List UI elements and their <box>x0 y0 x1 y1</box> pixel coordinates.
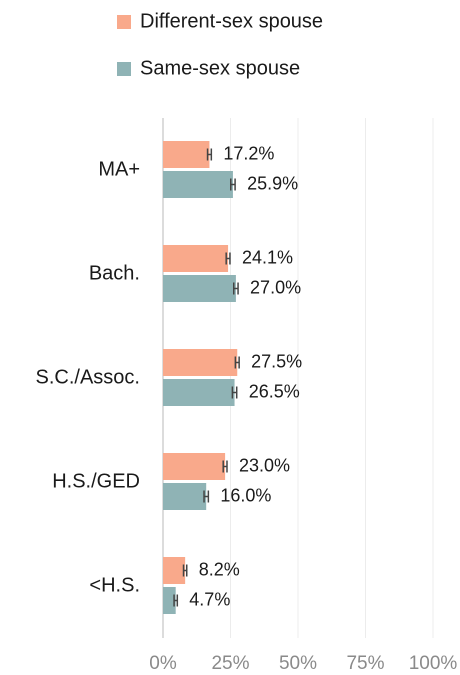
bar <box>163 349 238 376</box>
bar <box>163 275 236 302</box>
data-label: 27.5% <box>251 351 302 371</box>
y-tick-label: MA+ <box>98 158 140 180</box>
legend-swatch <box>117 62 131 76</box>
data-label: 25.9% <box>247 173 298 193</box>
data-label: 17.2% <box>223 143 274 163</box>
data-label: 23.0% <box>239 455 290 475</box>
legend-label: Different-sex spouse <box>140 10 323 32</box>
x-tick-label: 100% <box>409 653 458 674</box>
data-label: 27.0% <box>250 277 301 297</box>
y-tick-label: Bach. <box>89 262 140 284</box>
data-label: 26.5% <box>249 381 300 401</box>
x-tick-label: 25% <box>211 653 249 674</box>
bar <box>163 557 186 584</box>
y-tick-label: S.C./Assoc. <box>36 366 140 388</box>
x-tick-label: 75% <box>346 653 384 674</box>
data-label: 24.1% <box>242 247 293 267</box>
bar <box>163 587 176 614</box>
data-label: 8.2% <box>199 559 240 579</box>
bar <box>163 379 235 406</box>
x-tick-label: 50% <box>279 653 317 674</box>
bar <box>163 141 210 168</box>
y-tick-label: <H.S. <box>89 574 140 596</box>
legend-swatch <box>117 15 131 29</box>
bar <box>163 171 233 198</box>
bar <box>163 453 226 480</box>
bar <box>163 483 207 510</box>
x-tick-label: 0% <box>149 653 177 674</box>
data-label: 4.7% <box>189 589 230 609</box>
data-label: 16.0% <box>220 485 271 505</box>
bar <box>163 245 229 272</box>
legend-label: Same-sex spouse <box>140 57 300 79</box>
y-tick-label: H.S./GED <box>52 470 140 492</box>
